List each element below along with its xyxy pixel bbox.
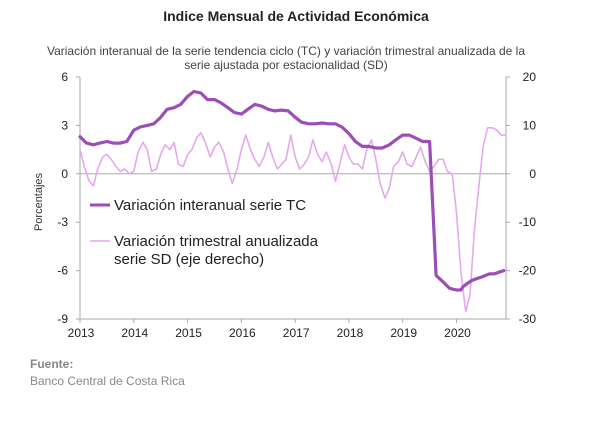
right-tick-label: -10 bbox=[519, 215, 537, 229]
legend-label-sd-line2: serie SD (eje derecho) bbox=[114, 251, 264, 268]
source-value: Banco Central de Costa Rica bbox=[30, 374, 185, 388]
right-tick-label: -20 bbox=[519, 264, 537, 278]
right-tick-label: 20 bbox=[523, 70, 537, 84]
series-lines bbox=[78, 89, 507, 313]
legend-label-tc: Variación interanual serie TC bbox=[114, 197, 306, 214]
left-tick-label: -9 bbox=[57, 312, 68, 326]
left-tick-label: 3 bbox=[61, 118, 68, 132]
x-tick-label: 2019 bbox=[390, 326, 417, 340]
legend: Variación interanual serie TC Variación … bbox=[90, 197, 319, 268]
x-tick-label: 2016 bbox=[229, 326, 256, 340]
x-tick-label: 2017 bbox=[283, 326, 310, 340]
right-tick-label: -30 bbox=[519, 312, 537, 326]
right-tick-label: 0 bbox=[529, 167, 536, 181]
subtitle-line-2: serie ajustada por estacionalidad (SD) bbox=[184, 58, 388, 72]
left-tick-label: -3 bbox=[57, 215, 68, 229]
subtitle-line-1: Variación interanual de la serie tendenc… bbox=[46, 44, 525, 58]
x-tick-label: 2020 bbox=[444, 326, 471, 340]
chart-title: Indice Mensual de Actividad Económica bbox=[163, 8, 429, 24]
x-tick-label: 2018 bbox=[337, 326, 364, 340]
y-axis-label: Porcentajes bbox=[33, 172, 45, 231]
legend-label-sd-line1: Variación trimestral anualizada bbox=[114, 233, 319, 250]
chart-subtitle: Variación interanual de la serie tendenc… bbox=[26, 44, 546, 72]
left-tick-label: 6 bbox=[61, 70, 68, 84]
right-tick-label: 10 bbox=[523, 118, 537, 132]
x-tick-label: 2015 bbox=[175, 326, 202, 340]
axes: 6 3 0 -3 -6 -9 20 10 0 -10 -20 -30 2013 2014 2015 2016 2… bbox=[57, 70, 536, 340]
left-tick-label: 0 bbox=[61, 167, 68, 181]
source-label: Fuente: bbox=[30, 357, 74, 371]
x-tick-label: 2014 bbox=[121, 326, 148, 340]
series-line-tc bbox=[78, 89, 506, 292]
left-tick-label: -6 bbox=[57, 264, 68, 278]
x-tick-label: 2013 bbox=[68, 326, 95, 340]
series-line-sd bbox=[79, 127, 507, 313]
